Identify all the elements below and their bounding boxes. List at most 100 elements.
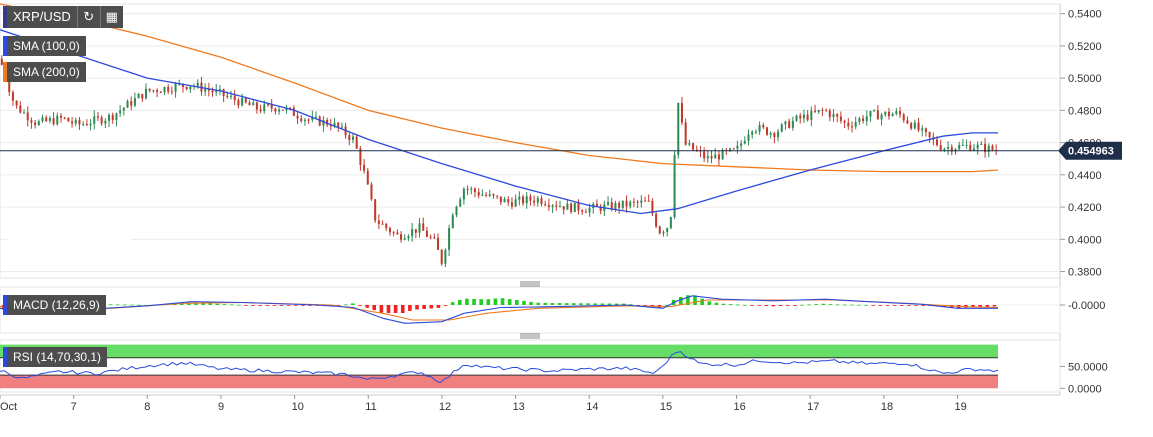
time-tick-label: Oct	[0, 401, 17, 413]
macd-histogram-bar	[465, 298, 469, 305]
candle-body	[547, 205, 550, 207]
macd-histogram-bar	[764, 305, 769, 306]
candle-body	[289, 107, 292, 109]
candle-body	[666, 228, 669, 232]
macd-histogram-bar	[237, 304, 241, 306]
candle-body	[969, 144, 972, 151]
candle-body	[643, 200, 647, 202]
candle-body	[614, 202, 617, 210]
macd-histogram-bar	[201, 303, 205, 305]
candle-body	[910, 123, 913, 129]
candle-body	[795, 115, 798, 121]
macd-legend[interactable]: MACD (12,26,9)	[3, 295, 106, 315]
candle-body	[414, 229, 417, 233]
candle-body	[928, 132, 931, 138]
candle-body	[93, 116, 96, 124]
candle-body	[821, 109, 824, 111]
candle-body	[108, 114, 111, 121]
candle-body	[244, 97, 247, 103]
sma200-legend[interactable]: SMA (200,0)	[3, 62, 86, 82]
candle-body	[566, 203, 569, 210]
candle-body	[411, 229, 414, 237]
candle-body	[204, 89, 207, 92]
candle-body	[67, 117, 70, 122]
macd-histogram-bar	[529, 301, 533, 305]
candle-body	[248, 102, 251, 106]
candle-body	[529, 196, 532, 201]
macd-histogram-bar	[557, 303, 562, 305]
candle-body	[370, 184, 373, 200]
candle-body	[935, 139, 939, 146]
pane-dividers[interactable]	[520, 281, 540, 339]
candle-body	[37, 121, 40, 125]
macd-histogram-bar	[415, 305, 419, 310]
time-tick-label: 15	[660, 401, 672, 413]
price-axis: 0.54000.52000.50000.48000.46000.44000.42…	[1059, 4, 1102, 395]
candle-body	[802, 114, 805, 119]
candle-body	[688, 143, 691, 145]
candle-body	[211, 90, 214, 93]
macd-histogram-bar	[479, 299, 483, 305]
macd-histogram-bar	[536, 302, 541, 305]
macd-histogram-bar	[265, 305, 270, 306]
candle-body	[266, 104, 269, 106]
candle-body	[366, 170, 369, 185]
candle-body	[629, 201, 632, 207]
candle-body	[462, 188, 465, 200]
macd-histogram-bar	[921, 305, 925, 306]
macd-histogram-bar	[515, 300, 519, 305]
macd-tick-label: -0.0000	[1068, 300, 1105, 312]
candle-body	[78, 119, 81, 125]
candle-body	[729, 148, 732, 151]
candle-body	[311, 116, 314, 120]
candle-body	[496, 195, 499, 197]
price-tick-label: 0.5400	[1068, 9, 1102, 21]
symbol-selector[interactable]: XRP/USD ↻ ▦	[3, 6, 123, 28]
price-tag	[1058, 141, 1122, 160]
candle-body	[743, 141, 746, 144]
candle-body	[976, 144, 979, 149]
candle-body	[333, 122, 336, 127]
macd-histogram-bar	[600, 303, 605, 305]
candle-body	[780, 124, 783, 132]
candle-body	[810, 110, 813, 120]
macd-histogram-bar	[778, 305, 783, 306]
candle-body	[241, 97, 244, 106]
candle-body	[23, 112, 26, 114]
refresh-icon[interactable]: ↻	[76, 6, 100, 28]
candle-body	[237, 100, 240, 106]
candle-body	[181, 83, 184, 87]
candle-body	[595, 203, 598, 207]
macd-histogram-bar	[629, 304, 633, 306]
macd-histogram-bar	[750, 305, 754, 306]
candle-body	[917, 122, 920, 131]
candle-body	[385, 223, 388, 229]
candle-body	[45, 117, 48, 122]
candle-body	[947, 147, 950, 149]
candle-body	[326, 119, 329, 125]
candle-body	[111, 114, 114, 121]
candle-body	[765, 127, 768, 135]
macd-histogram-bar	[985, 305, 990, 307]
candle-body	[581, 210, 584, 212]
time-tick-label: 18	[881, 401, 893, 413]
macd-histogram-bar	[785, 305, 790, 306]
candle-body	[710, 156, 713, 159]
calendar-icon[interactable]: ▦	[99, 6, 123, 28]
macd-histogram-bar	[122, 304, 127, 306]
candle-body	[315, 116, 318, 118]
macd-histogram-bar	[807, 304, 811, 306]
macd-histogram-bar	[258, 305, 262, 306]
macd-histogram-bar	[892, 305, 897, 306]
rsi-legend[interactable]: RSI (14,70,30,1)	[3, 347, 108, 367]
candle-body	[806, 114, 809, 120]
candle-body	[374, 199, 377, 221]
price-tick-label: 0.4200	[1068, 202, 1102, 214]
candle-body	[156, 90, 159, 93]
sma100-legend[interactable]: SMA (100,0)	[3, 36, 86, 56]
macd-histogram-bar	[493, 298, 498, 305]
macd-histogram-bar	[707, 301, 712, 305]
macd-histogram-bar	[842, 304, 847, 306]
symbol-name[interactable]: XRP/USD	[3, 6, 77, 28]
